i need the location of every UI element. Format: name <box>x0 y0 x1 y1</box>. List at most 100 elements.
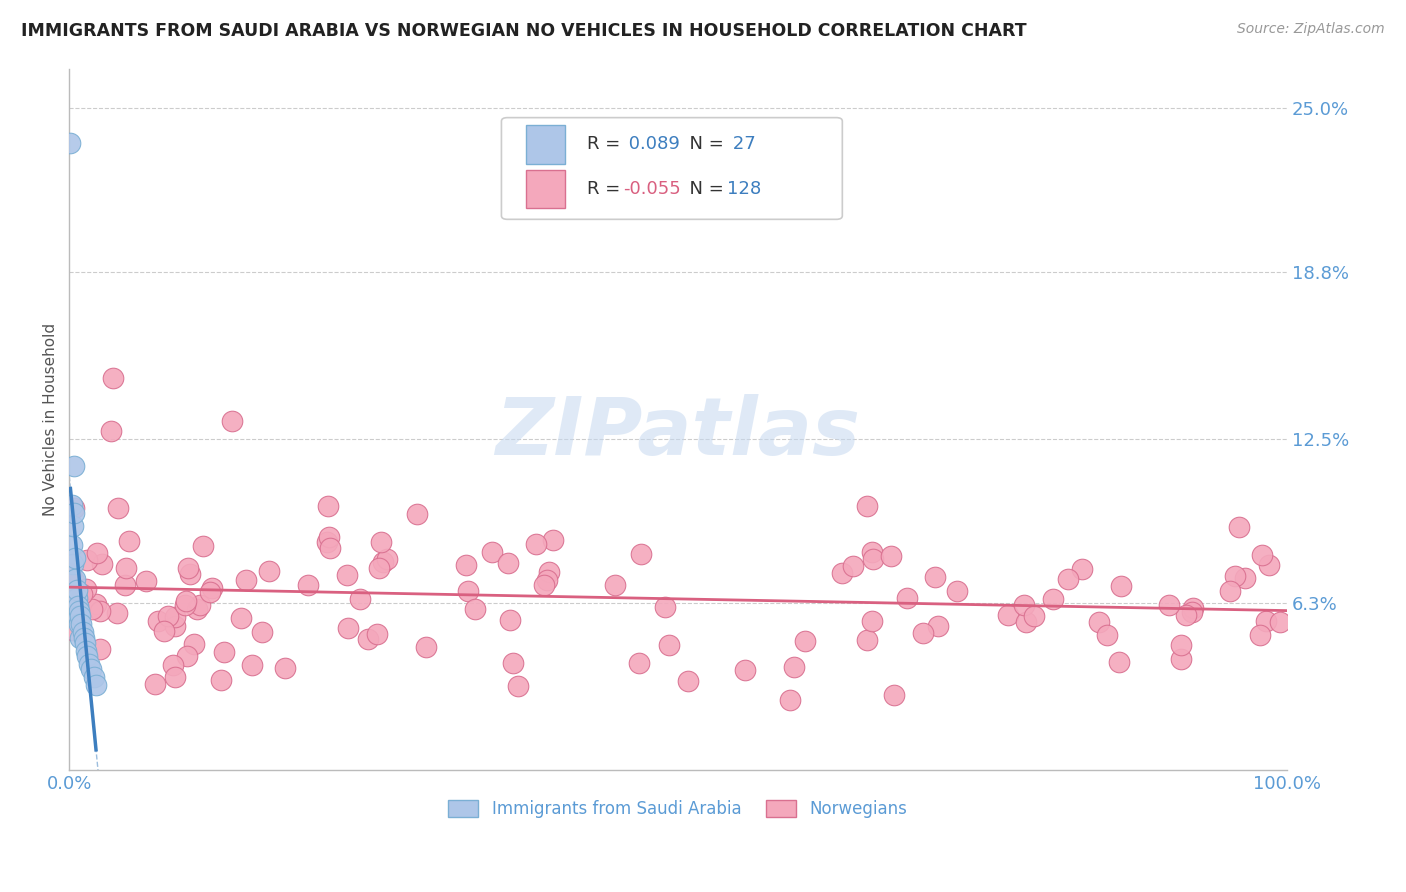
Point <box>157 609 180 624</box>
Point <box>174 599 197 613</box>
Point <box>198 584 221 599</box>
Point <box>860 545 883 559</box>
Point <box>1181 605 1204 619</box>
Point <box>229 611 252 625</box>
Text: N =: N = <box>678 180 730 198</box>
Point <box>63 501 86 516</box>
Point <box>1111 579 1133 593</box>
Point <box>162 658 184 673</box>
Point <box>373 555 395 569</box>
Point <box>841 559 863 574</box>
Point <box>62 519 84 533</box>
Point <box>997 607 1019 622</box>
Point <box>63 458 86 473</box>
Point <box>1108 656 1130 670</box>
Text: R =: R = <box>586 180 626 198</box>
Point <box>62 557 84 571</box>
Point <box>779 693 801 707</box>
Point <box>89 604 111 618</box>
Point <box>165 618 187 632</box>
Point <box>70 617 93 632</box>
Point <box>1170 638 1192 652</box>
Text: N =: N = <box>678 136 730 153</box>
Point <box>103 371 125 385</box>
Point <box>498 614 520 628</box>
Point <box>536 573 558 587</box>
Point <box>235 573 257 587</box>
Point <box>183 636 205 650</box>
Point <box>366 627 388 641</box>
Point <box>76 649 98 664</box>
Point <box>927 619 949 633</box>
Point <box>1012 598 1035 612</box>
Point <box>115 560 138 574</box>
Point <box>1056 572 1078 586</box>
Point <box>654 599 676 614</box>
Point <box>357 632 380 647</box>
Point <box>502 656 524 670</box>
Point <box>118 533 141 548</box>
Point <box>734 664 756 678</box>
Point <box>1182 601 1205 615</box>
Point <box>1258 558 1281 572</box>
Point <box>541 533 564 548</box>
Point <box>73 631 96 645</box>
Point <box>1219 584 1241 599</box>
Point <box>349 592 371 607</box>
Text: ZIPatlas: ZIPatlas <box>495 394 860 472</box>
Point <box>59 136 82 150</box>
Point <box>84 597 107 611</box>
FancyBboxPatch shape <box>526 125 565 164</box>
Point <box>91 557 114 571</box>
Point <box>65 591 87 605</box>
Point <box>212 645 235 659</box>
Point <box>496 556 519 570</box>
Point <box>375 552 398 566</box>
Point <box>318 530 340 544</box>
Point <box>508 679 530 693</box>
Point <box>174 594 197 608</box>
Point <box>1070 562 1092 576</box>
Point <box>146 614 169 628</box>
Point <box>89 642 111 657</box>
Point <box>66 599 89 613</box>
Point <box>855 632 877 647</box>
FancyBboxPatch shape <box>526 169 565 208</box>
Y-axis label: No Vehicles in Household: No Vehicles in Household <box>44 323 58 516</box>
Point <box>316 535 339 549</box>
Point <box>177 561 200 575</box>
Point <box>240 657 263 672</box>
Point <box>274 661 297 675</box>
Point <box>481 545 503 559</box>
Point <box>1254 614 1277 628</box>
Point <box>83 670 105 684</box>
Point <box>415 640 437 655</box>
Point <box>107 500 129 515</box>
Point <box>60 538 83 552</box>
Point <box>250 625 273 640</box>
Text: 27: 27 <box>727 136 755 153</box>
Point <box>114 578 136 592</box>
Point <box>186 602 208 616</box>
Point <box>946 584 969 599</box>
Point <box>316 499 339 513</box>
Point <box>456 558 478 573</box>
Point <box>1024 609 1046 624</box>
Point <box>862 552 884 566</box>
Point <box>831 566 853 581</box>
Point <box>188 599 211 613</box>
Point <box>67 617 90 632</box>
Point <box>76 553 98 567</box>
Text: R =: R = <box>586 136 626 153</box>
Point <box>924 570 946 584</box>
Point <box>176 648 198 663</box>
Point <box>65 551 87 566</box>
Point <box>221 414 243 428</box>
Point <box>1042 591 1064 606</box>
Point <box>62 574 84 589</box>
Point <box>73 636 96 650</box>
Point <box>368 560 391 574</box>
Legend: Immigrants from Saudi Arabia, Norwegians: Immigrants from Saudi Arabia, Norwegians <box>441 793 914 825</box>
Point <box>1095 628 1118 642</box>
Point <box>86 546 108 560</box>
